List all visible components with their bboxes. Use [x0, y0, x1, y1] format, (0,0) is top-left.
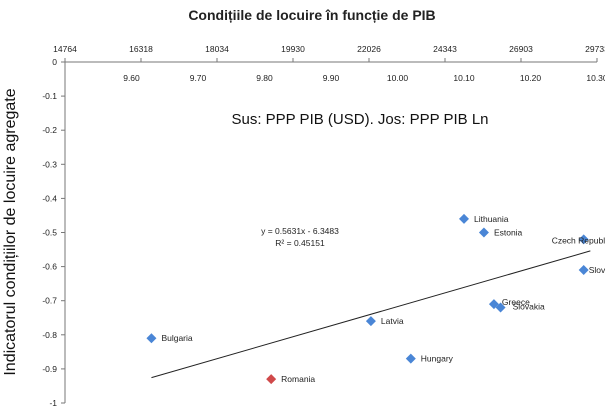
point-label-latvia: Latvia	[381, 316, 404, 326]
x-tick-label-ln: 10.30	[586, 73, 605, 83]
x-tick-label-top: 26903	[509, 44, 533, 54]
point-label-estonia: Estonia	[494, 228, 523, 238]
point-label-hungary: Hungary	[421, 354, 454, 364]
x-tick-label-top: 22026	[357, 44, 381, 54]
point-label-slovakia: Slovakia	[513, 302, 545, 312]
y-tick-label: -0.7	[42, 296, 57, 306]
y-tick-label: -0.4	[42, 193, 57, 203]
x-tick-label-ln: 9.80	[256, 73, 273, 83]
y-tick-label: -0.2	[42, 125, 57, 135]
y-tick-label: -0.8	[42, 330, 57, 340]
y-tick-label: -0.5	[42, 228, 57, 238]
x-tick-label-top: 14764	[53, 44, 77, 54]
x-tick-label-ln: 10.20	[520, 73, 542, 83]
trend-equation: y = 0.5631x - 6.3483	[261, 226, 339, 236]
trend-r2: R² = 0.45151	[275, 238, 325, 248]
x-tick-label-ln: 9.90	[323, 73, 340, 83]
point-slovakia	[495, 302, 506, 313]
point-lithuania	[459, 213, 469, 224]
x-tick-label-top: 19930	[281, 44, 305, 54]
axes: 14764 16318 18034 19930 22026 24343 26903 29733…	[42, 44, 605, 408]
point-bulgaria	[146, 333, 157, 344]
x-tick-label-ln: 10.10	[453, 73, 475, 83]
x-tick-label-ln: 9.70	[190, 73, 207, 83]
point-label-greece: Greece	[502, 297, 530, 307]
point-romania	[266, 374, 277, 385]
x-tick-label-ln: 10.00	[387, 73, 409, 83]
point-latvia	[365, 316, 376, 327]
y-tick-label: -0.1	[42, 91, 57, 101]
point-label-romania: Romania	[281, 374, 315, 384]
y-tick-label: 0	[52, 57, 57, 67]
point-label-bulgaria: Bulgaria	[161, 333, 192, 343]
x-tick-label-top: 29733	[585, 44, 605, 54]
point-estonia	[478, 227, 489, 238]
x-tick-label-top: 24343	[433, 44, 457, 54]
x-tick-label-top: 16318	[129, 44, 153, 54]
chart-subtitle: Sus: PPP PIB (USD). Jos: PPP PIB Ln	[231, 111, 488, 128]
point-slovenia	[578, 265, 589, 276]
chart-title: Condițiile de locuire în funcție de PIB	[188, 7, 435, 23]
point-hungary	[405, 353, 416, 364]
point-czech-republic	[578, 234, 589, 245]
y-axis-label: Indicatorul condițiilor de locuire agreg…	[2, 88, 19, 375]
points-group: Bulgaria Romania Latvia Hungary Lithuania Est…	[146, 213, 605, 385]
y-tick-label: -0.9	[42, 364, 57, 374]
y-tick-label: -0.3	[42, 159, 57, 169]
point-greece	[488, 299, 499, 310]
point-label-slovenia: Slovenia	[589, 265, 605, 275]
point-label-lithuania: Lithuania	[474, 214, 509, 224]
trendline-group	[151, 250, 591, 379]
y-tick-label: -0.6	[42, 262, 57, 272]
trendline	[151, 250, 591, 379]
y-tick-label: -1	[49, 398, 57, 408]
point-label-czech-republic: Czech Republic	[552, 235, 605, 245]
x-tick-label-ln: 9.60	[123, 73, 140, 83]
x-tick-label-top: 18034	[205, 44, 229, 54]
